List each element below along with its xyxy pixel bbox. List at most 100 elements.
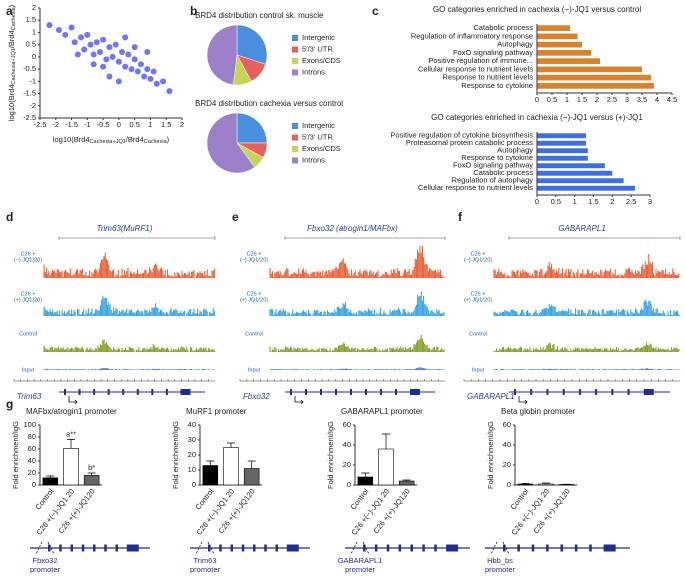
error-bar [382, 433, 390, 449]
ruler [463, 379, 680, 382]
y-tick-label: 0 [32, 52, 36, 61]
error-bar [87, 472, 96, 476]
category-label: Cellular response to nutrient levels [418, 183, 533, 192]
exon [422, 544, 425, 552]
bar [378, 448, 394, 486]
bar [517, 483, 534, 486]
point [55, 27, 62, 33]
promoter-label: promoter [190, 565, 221, 574]
y-tick-label: 60 [343, 420, 351, 429]
legend-label: Exons/CDS [302, 56, 341, 65]
exon [320, 389, 322, 395]
point [115, 78, 122, 85]
axis-label-part: /Brd4 [7, 30, 16, 48]
exon [374, 544, 378, 552]
point [147, 75, 154, 82]
point [96, 49, 103, 55]
exon [611, 389, 614, 395]
exon [574, 544, 578, 552]
bar [537, 163, 605, 169]
bar [537, 33, 578, 40]
exon [365, 389, 367, 395]
exon [126, 544, 139, 552]
chart-title: MAFbx/atrogin1 promoter [26, 407, 117, 416]
bar [223, 447, 239, 486]
y-tick-label: 40 [503, 440, 511, 449]
exon [275, 544, 278, 552]
x-tick-label: 1.5 [588, 197, 598, 206]
exon [136, 389, 139, 395]
y-tick-label: 20 [28, 468, 36, 477]
promoter-marker [195, 541, 215, 555]
exon [595, 389, 598, 395]
gene-name: Fbxo32 [243, 392, 270, 401]
point [93, 39, 100, 46]
exon [363, 544, 366, 552]
point [100, 36, 107, 43]
point [103, 56, 110, 63]
legend-label: Intergenic [302, 121, 335, 130]
point [46, 22, 53, 29]
gene-name: GABARAPL1 [467, 392, 515, 401]
exon [165, 389, 168, 395]
track-label: C26 + [471, 291, 486, 297]
axis-label-part: log10(Brd4 [7, 84, 16, 121]
ruler [13, 379, 215, 382]
point [134, 68, 141, 75]
point [78, 34, 85, 41]
point [131, 56, 138, 63]
x-tick-label: 0 [117, 120, 121, 129]
scale-ruler [284, 236, 446, 240]
axis-label-part: Cachexia+JQ1 [90, 139, 126, 145]
x-tick-label: -2 [52, 120, 59, 129]
bar [202, 465, 219, 486]
track-label: (−) JQ1(20) [240, 257, 268, 263]
signal-track [493, 253, 680, 278]
promoter-marker [350, 541, 370, 555]
exon [180, 389, 191, 395]
signal-track [269, 291, 445, 316]
chart-title: BRD4 distribution control sk. muscle [195, 11, 324, 20]
y-tick-label: 10 [188, 465, 196, 474]
y-axis-label: Fold enrichment/IgG [11, 421, 20, 489]
exon [151, 389, 154, 395]
chart-title: GO categories enriched in cachexia (−)-J… [431, 113, 643, 122]
bar [537, 155, 588, 161]
point [119, 49, 126, 55]
pie-slice [206, 24, 238, 86]
y-tick-label: 2 [32, 3, 36, 12]
error-bar [542, 482, 550, 484]
y-tick-label: 60 [503, 420, 511, 429]
legend-label: Exons/CDS [302, 144, 341, 153]
y-tick-label: 1.5 [26, 15, 36, 24]
track-label: Input [22, 367, 35, 373]
signal-track [43, 295, 215, 316]
y-tick-label: 30 [188, 435, 196, 444]
error-bar [67, 439, 75, 449]
x-tick-label: 2.5 [626, 197, 636, 206]
signal-track [269, 246, 445, 278]
point [106, 73, 113, 80]
axis-label-part: Cachexia+JQ1 [11, 48, 17, 84]
promoter-label: Fbxo32 [32, 556, 57, 565]
axis-label-part: Cachexia [144, 139, 168, 145]
tss-arrow [518, 396, 528, 405]
y-axis-label: Fold enrichment/IgG [326, 421, 335, 489]
y-axis-label: Fold enrichment/IgG [171, 421, 180, 489]
exon [514, 389, 516, 395]
exon [410, 389, 420, 395]
exon [546, 544, 549, 552]
exon [81, 544, 85, 552]
exon [503, 544, 506, 552]
point [106, 44, 113, 51]
promoter-label: promoter [30, 565, 61, 574]
track-title: Trim63(MuRF1) [97, 224, 153, 233]
exon [386, 544, 390, 552]
category-label: Regulation of autophagy [452, 176, 534, 185]
axis-label-part: /Brd4 [126, 135, 144, 144]
exon [562, 389, 565, 395]
y-tick-label: -1 [29, 76, 36, 85]
x-tick-label: 1.5 [161, 120, 171, 129]
x-tick-label: 0.5 [551, 197, 561, 206]
exon [48, 544, 51, 552]
